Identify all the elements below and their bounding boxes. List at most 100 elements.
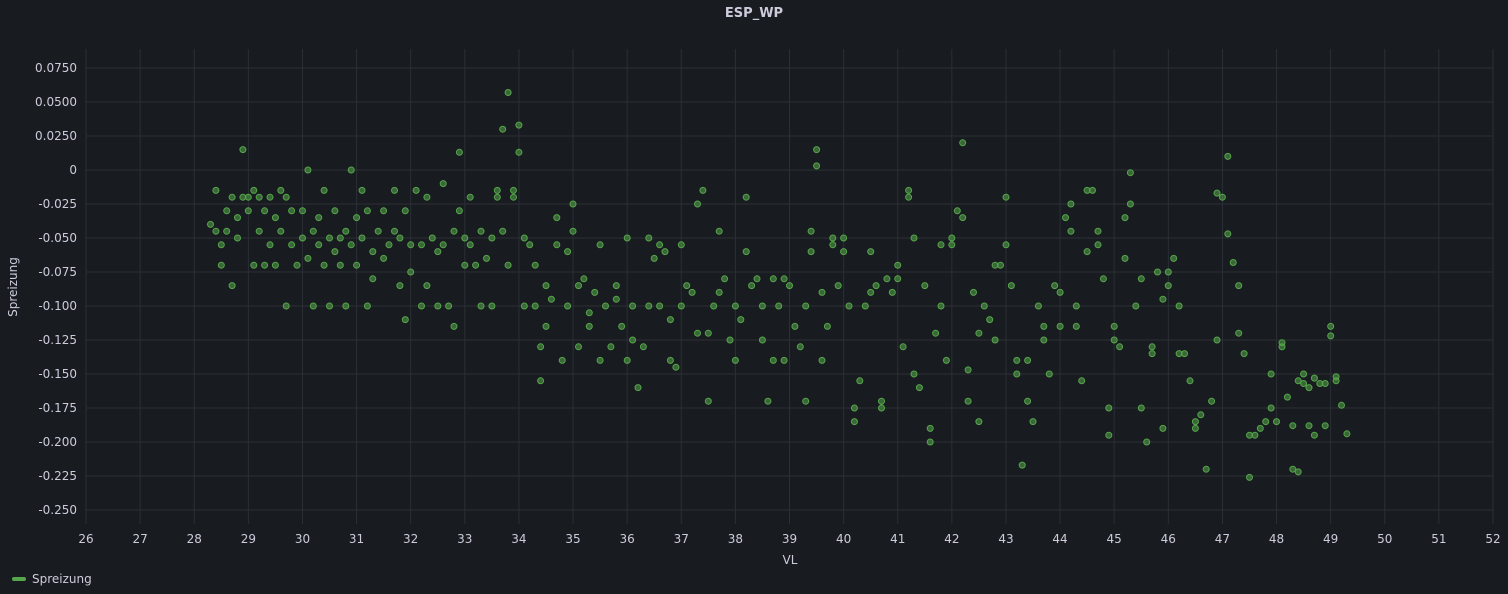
- data-point[interactable]: [531, 302, 539, 310]
- data-point[interactable]: [234, 214, 241, 222]
- data-point[interactable]: [1305, 422, 1313, 430]
- data-point[interactable]: [212, 186, 220, 194]
- legend[interactable]: Spreizung: [12, 572, 92, 586]
- data-point[interactable]: [710, 302, 718, 310]
- data-point[interactable]: [1105, 404, 1113, 412]
- data-point[interactable]: [942, 356, 950, 364]
- data-point[interactable]: [585, 322, 593, 330]
- data-point[interactable]: [1110, 322, 1118, 330]
- data-point[interactable]: [1338, 401, 1345, 409]
- data-point[interactable]: [1045, 370, 1053, 378]
- data-point[interactable]: [1083, 248, 1091, 256]
- data-point[interactable]: [905, 186, 913, 194]
- data-point[interactable]: [315, 241, 323, 249]
- data-point[interactable]: [607, 343, 615, 351]
- data-point[interactable]: [320, 261, 328, 269]
- data-point[interactable]: [407, 268, 415, 276]
- data-point[interactable]: [645, 234, 653, 242]
- data-point[interactable]: [271, 214, 279, 222]
- data-point[interactable]: [483, 254, 490, 262]
- data-point[interactable]: [840, 234, 848, 242]
- data-point[interactable]: [1321, 380, 1329, 387]
- data-point[interactable]: [1294, 377, 1302, 385]
- data-point[interactable]: [1262, 418, 1270, 426]
- data-point[interactable]: [715, 288, 723, 296]
- data-point[interactable]: [596, 356, 604, 364]
- data-point[interactable]: [602, 302, 609, 310]
- data-point[interactable]: [802, 397, 810, 405]
- data-point[interactable]: [959, 214, 967, 222]
- data-point[interactable]: [1067, 227, 1075, 235]
- data-point[interactable]: [677, 302, 685, 310]
- data-point[interactable]: [1029, 418, 1037, 426]
- data-point[interactable]: [499, 227, 507, 235]
- data-point[interactable]: [726, 336, 734, 344]
- data-point[interactable]: [315, 214, 323, 222]
- data-point[interactable]: [694, 200, 701, 208]
- data-point[interactable]: [1040, 322, 1048, 330]
- data-point[interactable]: [975, 329, 983, 337]
- data-point[interactable]: [807, 248, 815, 256]
- data-point[interactable]: [207, 220, 214, 228]
- data-point[interactable]: [520, 302, 528, 310]
- data-point[interactable]: [1170, 254, 1178, 262]
- data-point[interactable]: [547, 295, 555, 303]
- data-point[interactable]: [1126, 169, 1134, 177]
- data-point[interactable]: [1283, 393, 1291, 401]
- data-point[interactable]: [472, 261, 480, 269]
- data-point[interactable]: [380, 207, 388, 215]
- data-point[interactable]: [575, 282, 582, 290]
- data-point[interactable]: [461, 234, 469, 242]
- data-point[interactable]: [704, 397, 712, 405]
- data-point[interactable]: [807, 227, 815, 235]
- data-point[interactable]: [488, 234, 496, 242]
- data-point[interactable]: [336, 234, 344, 242]
- data-point[interactable]: [672, 363, 680, 371]
- data-point[interactable]: [569, 200, 577, 208]
- data-point[interactable]: [385, 241, 393, 249]
- data-point[interactable]: [1289, 465, 1297, 473]
- data-point[interactable]: [997, 261, 1004, 269]
- data-point[interactable]: [964, 397, 972, 405]
- data-point[interactable]: [845, 302, 853, 310]
- data-point[interactable]: [1159, 295, 1167, 303]
- data-point[interactable]: [1126, 200, 1134, 208]
- data-point[interactable]: [894, 275, 902, 283]
- data-point[interactable]: [428, 234, 436, 242]
- data-point[interactable]: [1007, 282, 1015, 290]
- data-point[interactable]: [694, 329, 701, 337]
- data-point[interactable]: [244, 207, 252, 215]
- data-point[interactable]: [347, 241, 355, 249]
- data-point[interactable]: [975, 418, 983, 426]
- data-point[interactable]: [250, 186, 258, 194]
- data-point[interactable]: [829, 234, 837, 242]
- data-point[interactable]: [299, 234, 306, 242]
- data-point[interactable]: [791, 322, 799, 330]
- data-point[interactable]: [883, 275, 891, 283]
- data-point[interactable]: [223, 207, 231, 215]
- data-point[interactable]: [423, 193, 431, 201]
- data-point[interactable]: [1202, 465, 1210, 473]
- data-point[interactable]: [466, 193, 474, 201]
- data-point[interactable]: [1310, 431, 1318, 439]
- data-point[interactable]: [569, 227, 577, 235]
- data-point[interactable]: [331, 248, 339, 256]
- data-point[interactable]: [1002, 241, 1010, 249]
- data-point[interactable]: [1218, 193, 1226, 201]
- data-point[interactable]: [813, 146, 821, 154]
- data-point[interactable]: [455, 148, 463, 156]
- data-point[interactable]: [1034, 302, 1042, 310]
- data-point[interactable]: [1300, 380, 1308, 387]
- data-point[interactable]: [558, 356, 566, 364]
- data-point[interactable]: [401, 316, 409, 324]
- data-point[interactable]: [629, 336, 637, 344]
- data-point[interactable]: [1116, 343, 1124, 351]
- data-point[interactable]: [1181, 350, 1188, 358]
- data-point[interactable]: [1072, 302, 1080, 310]
- data-point[interactable]: [499, 125, 507, 133]
- data-point[interactable]: [1327, 322, 1335, 330]
- data-point[interactable]: [401, 207, 409, 215]
- data-point[interactable]: [412, 186, 420, 194]
- data-point[interactable]: [1137, 275, 1145, 283]
- data-point[interactable]: [894, 261, 902, 269]
